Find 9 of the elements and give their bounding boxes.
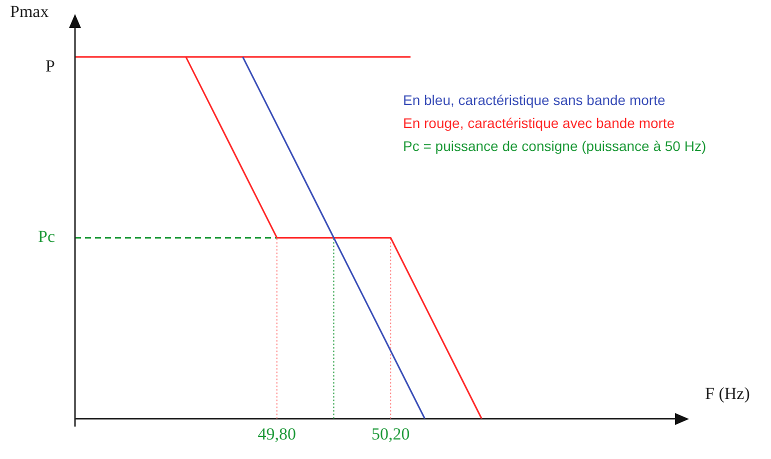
text: En rouge, caractéristique avec bande morte xyxy=(403,115,675,131)
x-axis-title: F (Hz) xyxy=(705,384,750,404)
text: En bleu, caractéristique sans bande morte xyxy=(403,92,666,108)
x-tick-label: 49,80 xyxy=(258,424,296,444)
y-axis-title: Pmax xyxy=(10,2,49,22)
x-tick-label: 50,20 xyxy=(372,424,410,444)
annotation: Pc = puissance de consigne (puissance à 50 Hz) xyxy=(403,138,706,154)
text: Pc xyxy=(38,227,56,246)
text: P xyxy=(46,56,55,76)
